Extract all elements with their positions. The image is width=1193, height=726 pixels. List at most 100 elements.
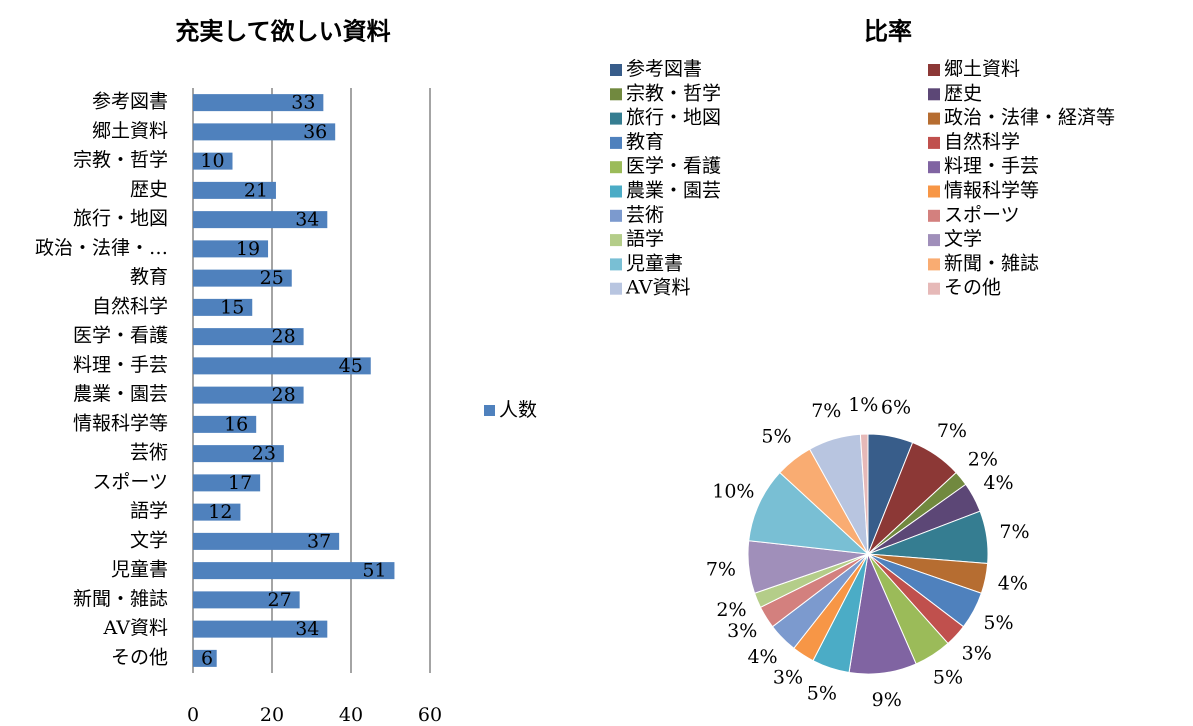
legend-label: 農業・園芸 (626, 180, 721, 202)
legend-swatch (928, 136, 940, 149)
data-label: 6 (201, 647, 213, 669)
legend-swatch (928, 112, 940, 125)
legend-label: 料理・手芸 (944, 155, 1039, 177)
x-tick-label: 20 (260, 704, 284, 726)
bar (193, 620, 328, 638)
data-label: 3% (962, 642, 992, 664)
data-label: 2% (716, 599, 746, 621)
y-tick-label: 教育 (130, 266, 168, 288)
legend-label: その他 (944, 277, 1001, 299)
x-tick-label: 0 (187, 704, 199, 726)
y-tick-label: 政治・法律・… (35, 237, 168, 259)
data-label: 1% (848, 394, 878, 416)
data-label: 10 (200, 150, 224, 172)
legend-label: 語学 (626, 228, 664, 250)
legend-label: 政治・法律・経済等 (944, 107, 1115, 129)
bar (193, 357, 371, 375)
data-label: 28 (272, 326, 296, 348)
bar (193, 328, 304, 346)
data-label: 15 (220, 296, 244, 318)
bar (193, 152, 233, 170)
legend-label: 人数 (499, 399, 537, 421)
legend-swatch (928, 209, 940, 222)
legend-label: 教育 (626, 131, 664, 153)
y-tick-label: スポーツ (92, 471, 168, 493)
bar (193, 123, 336, 141)
data-label: 5% (933, 667, 963, 689)
legend-swatch (928, 282, 940, 295)
x-tick-label: 60 (418, 704, 442, 726)
data-label: 5% (761, 426, 791, 448)
data-label: 12 (208, 501, 232, 523)
bar (193, 562, 395, 580)
data-label: 45 (339, 355, 363, 377)
legend-label: 郷土資料 (944, 58, 1020, 80)
bar (193, 298, 253, 316)
y-tick-label: 料理・手芸 (73, 354, 168, 376)
y-tick-label: 歴史 (130, 178, 168, 200)
y-tick-label: 郷土資料 (92, 120, 168, 142)
y-tick-label: 自然科学 (92, 295, 168, 317)
bar (193, 94, 324, 112)
legend-swatch (484, 405, 495, 416)
data-label: 19 (236, 238, 260, 260)
data-label: 7% (811, 400, 841, 422)
y-tick-label: 語学 (130, 500, 168, 522)
legend-swatch (610, 282, 622, 295)
bar (193, 649, 217, 667)
legend-swatch (610, 185, 622, 198)
data-label: 7% (706, 558, 736, 580)
bar-title: 充実して欲しい資料 (175, 17, 390, 46)
legend-swatch (928, 234, 940, 247)
y-tick-label: 児童書 (111, 559, 168, 581)
legend-swatch (610, 64, 622, 76)
legend-swatch (928, 258, 940, 271)
bar (193, 503, 241, 521)
y-tick-label: 情報科学等 (73, 412, 168, 434)
legend-swatch (610, 161, 622, 174)
bar (193, 211, 328, 229)
bar (193, 386, 304, 404)
bar (193, 240, 269, 258)
legend-swatch (610, 209, 622, 222)
y-tick-label: 新聞・雑誌 (73, 588, 168, 610)
legend-label: 文学 (944, 228, 982, 250)
legend-swatch (610, 234, 622, 247)
legend-swatch (610, 112, 622, 125)
legend-label: 芸術 (626, 204, 664, 226)
legend-label: AV資料 (625, 277, 691, 299)
legend-swatch (928, 185, 940, 198)
legend-swatch (610, 136, 622, 149)
legend-swatch (928, 161, 940, 174)
bar (193, 445, 284, 463)
bar (193, 591, 300, 609)
data-label: 33 (291, 92, 315, 114)
data-label: 7% (937, 420, 967, 442)
legend-label: 新聞・雑誌 (944, 252, 1039, 274)
y-tick-label: AV資料 (103, 617, 169, 639)
data-label: 34 (295, 618, 319, 640)
data-label: 5% (807, 683, 837, 705)
y-tick-label: 文学 (130, 529, 168, 551)
data-label: 4% (747, 646, 777, 668)
y-tick-label: 参考図書 (92, 91, 168, 113)
legend-label: スポーツ (944, 204, 1020, 226)
legend-swatch (610, 88, 622, 101)
y-tick-label: その他 (111, 646, 168, 668)
legend-label: 情報科学等 (944, 180, 1039, 202)
data-label: 36 (303, 121, 327, 143)
pie-slice (748, 471, 870, 555)
legend-swatch (928, 64, 940, 76)
y-tick-label: 旅行・地図 (73, 208, 168, 230)
data-label: 4% (983, 472, 1013, 494)
pie-title: 比率 (864, 17, 912, 46)
bar (193, 269, 292, 287)
y-tick-label: 医学・看護 (73, 325, 168, 347)
legend-label: 旅行・地図 (626, 107, 721, 129)
bar (193, 181, 276, 199)
data-label: 3% (773, 667, 803, 689)
legend-swatch (610, 258, 622, 271)
data-label: 10% (712, 481, 754, 503)
pie-slice (859, 433, 869, 555)
data-label: 51 (362, 560, 386, 582)
